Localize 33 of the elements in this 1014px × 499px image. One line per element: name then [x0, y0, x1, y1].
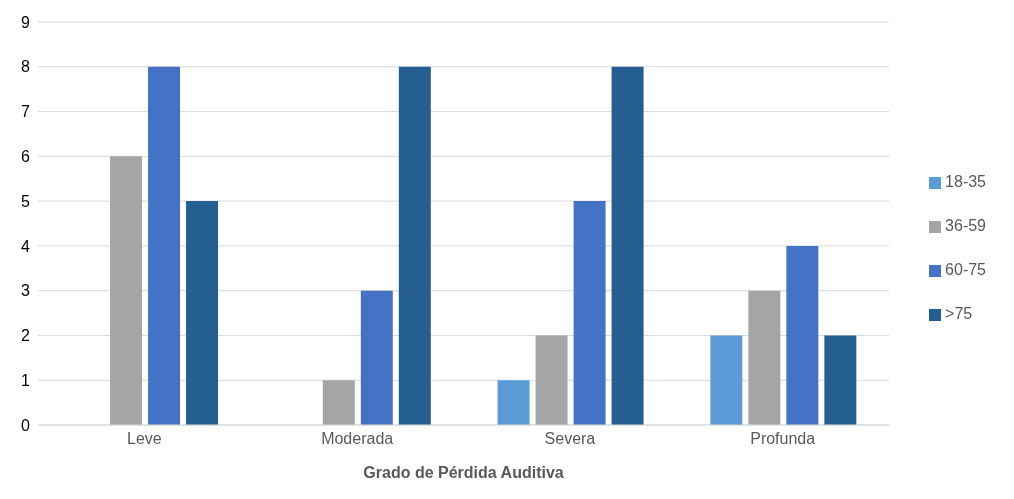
- bar: [786, 245, 819, 425]
- x-tick-label: Leve: [127, 430, 162, 448]
- legend-label: 18-35: [945, 173, 986, 190]
- x-tick-label: Moderada: [321, 430, 394, 448]
- legend-label: 36-59: [945, 217, 986, 234]
- y-tick-label: 1: [21, 371, 31, 389]
- bar: [573, 201, 606, 425]
- bar: [497, 380, 530, 425]
- legend-label: 60-75: [945, 261, 986, 278]
- x-tick-label: Profunda: [750, 430, 816, 448]
- y-tick-label: 5: [21, 192, 31, 210]
- bar: [824, 335, 857, 425]
- y-tick-label: 8: [21, 58, 31, 76]
- y-tick-label: 0: [21, 416, 31, 434]
- bar: [110, 156, 143, 425]
- y-tick-label: 7: [21, 103, 31, 121]
- y-tick-label: 6: [21, 148, 31, 166]
- y-tick-label: 3: [21, 282, 31, 300]
- bar: [611, 66, 644, 425]
- bar: [148, 66, 181, 425]
- y-tick-label: 2: [21, 327, 31, 345]
- x-tick-label: Severa: [544, 430, 596, 448]
- bar: [360, 290, 393, 425]
- x-axis-title: Grado de Pérdida Auditiva: [363, 464, 564, 481]
- bar: [748, 290, 781, 425]
- bar: [186, 201, 219, 425]
- bar: [535, 335, 568, 425]
- legend-label: >75: [945, 305, 973, 322]
- y-tick-label: 4: [21, 237, 31, 255]
- bar: [322, 380, 355, 425]
- bar: [710, 335, 743, 425]
- y-tick-label: 9: [21, 13, 31, 31]
- bar: [398, 66, 431, 425]
